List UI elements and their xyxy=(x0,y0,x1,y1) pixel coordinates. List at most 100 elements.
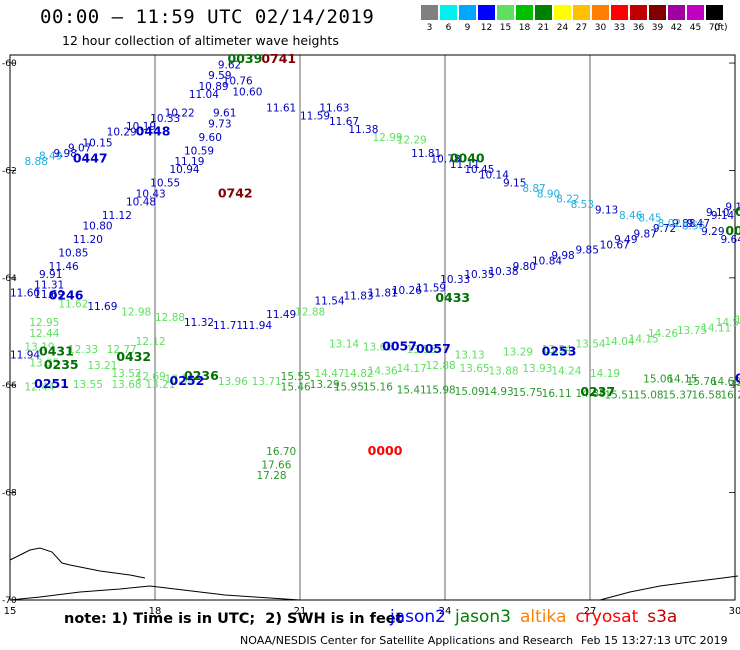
swh-value-label: 11.32 xyxy=(184,317,214,329)
swh-value-label: 12.77 xyxy=(107,344,137,356)
swh-value-label: 8.90 xyxy=(537,188,560,200)
swh-value-label: 9.07 xyxy=(68,143,91,155)
swh-value-label: 9.29 xyxy=(701,226,724,238)
swh-value-label: 11.94 xyxy=(242,320,272,332)
color-scale-swatch xyxy=(649,5,666,20)
x-tick-label: 21 xyxy=(294,606,307,617)
x-tick-label: 30 xyxy=(729,606,740,617)
color-scale-label: 36 xyxy=(632,23,645,33)
swh-value-label: 16.70 xyxy=(266,446,296,458)
pass-time-tag: 0433 xyxy=(435,290,470,305)
color-scale-label: 30 xyxy=(594,23,607,33)
pass-time-tag: 004 xyxy=(735,204,740,219)
swh-value-label: 9.14 xyxy=(711,210,735,222)
color-scale-swatch xyxy=(516,5,533,20)
color-scale-swatch xyxy=(478,5,495,20)
color-scale-label: 6 xyxy=(445,23,452,33)
swh-value-label: 14.15 xyxy=(667,374,697,386)
y-tick-label: -60 xyxy=(2,59,17,69)
swh-value-label: 9.62 xyxy=(218,59,241,71)
color-scale-label: 27 xyxy=(575,23,588,33)
legend-item-cryosat: cryosat xyxy=(575,607,639,627)
swh-value-label: 12.33 xyxy=(68,344,98,356)
swh-value-label: 14.47 xyxy=(315,368,345,380)
pass-time-tag: 0041 xyxy=(725,223,740,238)
y-tick-label: -64 xyxy=(2,274,17,284)
swh-value-label: 14.04 xyxy=(605,336,635,348)
pass-time-tag: 0252 xyxy=(170,373,205,388)
pass-time-tag: 0251 xyxy=(34,376,69,391)
swh-value-label: 9.15 xyxy=(503,178,526,190)
swh-value-label: 13.21 xyxy=(145,379,175,391)
swh-value-label: 14.26 xyxy=(648,328,678,340)
swh-value-label: 10.67 xyxy=(600,239,630,251)
swh-value-label: 8.88 xyxy=(25,156,48,168)
color-scale-swatch xyxy=(459,5,476,20)
color-scale-swatch xyxy=(706,5,723,20)
color-scale-swatch xyxy=(440,5,457,20)
swh-value-label: 10.38 xyxy=(489,266,519,278)
y-tick-label: -66 xyxy=(2,381,17,391)
swh-value-label: 11.59 xyxy=(416,282,446,294)
color-scale-label: 45 xyxy=(689,23,702,33)
color-scale-label: 15 xyxy=(499,23,512,33)
swh-value-label: 16.58 xyxy=(692,390,722,402)
swh-value-label: 11.61 xyxy=(266,102,296,114)
x-tick-label: 15 xyxy=(4,606,17,617)
color-scale-swatch xyxy=(497,5,514,20)
color-scale-swatch xyxy=(535,5,552,20)
swh-value-label: 15.98 xyxy=(426,384,456,396)
swh-value-label: 11.67 xyxy=(329,116,359,128)
swh-value-label: 11.12 xyxy=(102,210,132,222)
swh-value-label: 13.55 xyxy=(73,379,103,391)
swh-value-label: 9.61 xyxy=(213,108,236,120)
swh-value-label: 13.13 xyxy=(455,349,485,361)
swh-value-label: 14.82 xyxy=(344,368,374,380)
pass-time-tag: 0742 xyxy=(218,185,253,200)
legend-item-altika: altika xyxy=(520,607,567,627)
swh-value-label: 13.19 xyxy=(25,341,55,353)
x-tick-label: 27 xyxy=(584,606,597,617)
color-scale-label: 3 xyxy=(426,23,433,33)
swh-value-label: 10.22 xyxy=(165,108,195,120)
pass-time-tag: 0039 xyxy=(228,51,263,66)
swh-value-label: 12.95 xyxy=(29,317,59,329)
swh-value-label: 13.68 xyxy=(112,379,142,391)
swh-value-label: 8.87 xyxy=(522,183,545,195)
swh-value-label: 15.51 xyxy=(605,390,635,402)
coastline-west-path xyxy=(9,547,146,579)
swh-value-label: 10.29 xyxy=(107,127,137,139)
swh-value-label: 10.55 xyxy=(150,178,180,190)
color-scale-label: 39 xyxy=(651,23,664,33)
swh-value-label: 10.80 xyxy=(83,221,113,233)
swh-value-label: 11.63 xyxy=(319,102,349,114)
swh-value-label: 14.19 xyxy=(590,368,620,380)
color-scale-swatch xyxy=(630,5,647,20)
swh-value-label: 11.38 xyxy=(348,124,378,136)
swh-value-label: 10.35 xyxy=(464,269,494,281)
x-tick-label: 24 xyxy=(439,606,452,617)
swh-value-label: 14.63 xyxy=(711,376,740,388)
swh-value-label: 14.36 xyxy=(368,365,398,377)
swh-value-label: 9.72 xyxy=(653,223,676,235)
swh-value-label: 11.20 xyxy=(73,234,103,246)
swh-value-label: 17.66 xyxy=(261,459,291,471)
color-scale-swatch xyxy=(668,5,685,20)
swh-value-label: 15.06 xyxy=(643,374,673,386)
swh-value-label: 15.37 xyxy=(663,390,693,402)
swh-value-label: 13.21 xyxy=(87,360,117,372)
color-scale-label: 18 xyxy=(518,23,531,33)
swh-value-label: 9.59 xyxy=(208,70,231,82)
swh-value-label: 14.86 xyxy=(730,379,740,391)
swh-value-label: 13.54 xyxy=(576,339,606,351)
footer-timestamp: Feb 15 13:27:13 UTC 2019 xyxy=(581,634,728,647)
color-scale-swatch xyxy=(687,5,704,20)
swh-value-label: 8.49 xyxy=(39,151,62,163)
swh-value-label: 11.54 xyxy=(315,296,345,308)
swh-value-label: 14.15 xyxy=(735,314,740,326)
swh-value-label: 9.73 xyxy=(208,118,231,130)
pass-time-tag: 005 xyxy=(735,371,740,386)
swh-values-layer: 8.888.499.989.0710.1510.2910.1910.3310.2… xyxy=(10,59,740,482)
swh-value-label: 10.60 xyxy=(232,86,262,98)
swh-value-label: 11.81 xyxy=(368,288,398,300)
